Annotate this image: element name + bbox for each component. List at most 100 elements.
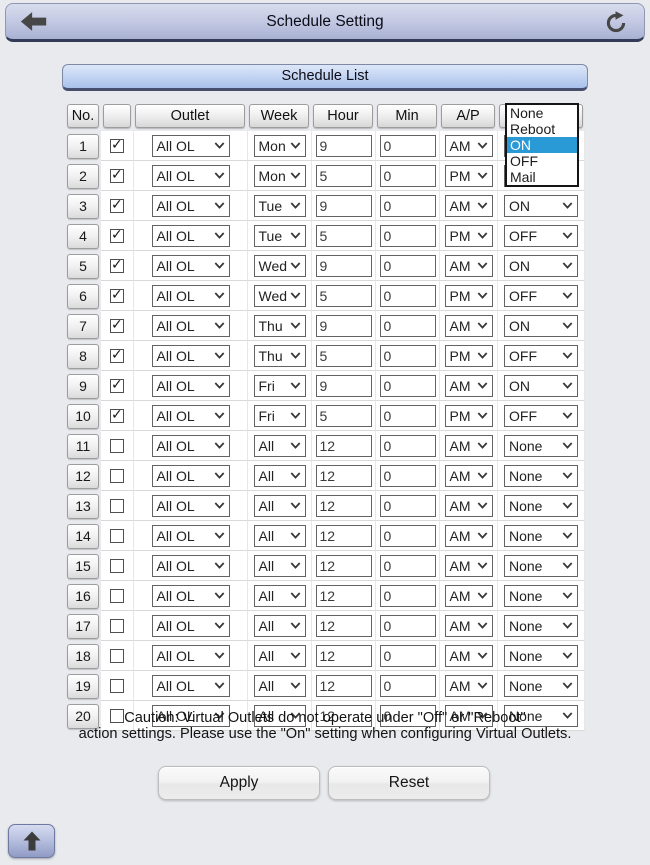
min-input[interactable] — [379, 404, 436, 427]
row-enable-checkbox[interactable]: ✓ — [110, 287, 124, 303]
ampm-select[interactable]: AM — [444, 434, 493, 457]
action-select[interactable]: None — [504, 704, 578, 727]
outlet-select[interactable]: All OL — [151, 284, 230, 307]
action-select[interactable]: ON — [504, 194, 578, 217]
action-select[interactable]: ON — [504, 374, 578, 397]
hour-input[interactable] — [315, 134, 372, 157]
row-enable-checkbox[interactable]: ✓ — [110, 678, 124, 693]
outlet-select[interactable]: All OL — [151, 644, 230, 667]
min-input[interactable] — [379, 554, 436, 577]
ampm-select[interactable]: AM — [444, 194, 493, 217]
min-input[interactable] — [379, 284, 436, 307]
outlet-select[interactable]: All OL — [151, 464, 230, 487]
min-input[interactable] — [379, 584, 436, 607]
action-select[interactable]: None — [504, 434, 578, 457]
row-enable-checkbox[interactable]: ✓ — [110, 167, 124, 183]
action-select[interactable]: None — [504, 554, 578, 577]
row-enable-checkbox[interactable]: ✓ — [110, 407, 124, 423]
row-enable-checkbox[interactable]: ✓ — [110, 347, 124, 363]
refresh-button[interactable] — [600, 8, 632, 36]
row-enable-checkbox[interactable]: ✓ — [110, 528, 124, 543]
hour-input[interactable] — [315, 224, 372, 247]
ampm-select[interactable]: AM — [444, 584, 493, 607]
hour-input[interactable] — [315, 524, 372, 547]
row-enable-checkbox[interactable]: ✓ — [110, 468, 124, 483]
dropdown-option[interactable]: OFF — [510, 153, 538, 169]
hour-input[interactable] — [315, 344, 372, 367]
action-select[interactable]: None — [504, 614, 578, 637]
week-select[interactable]: All — [253, 554, 306, 577]
outlet-select[interactable]: All OL — [151, 314, 230, 337]
outlet-select[interactable]: All OL — [151, 374, 230, 397]
min-input[interactable] — [379, 704, 436, 727]
ampm-select[interactable]: AM — [444, 644, 493, 667]
action-select[interactable]: OFF — [504, 344, 578, 367]
outlet-select[interactable]: All OL — [151, 344, 230, 367]
ampm-select[interactable]: AM — [444, 554, 493, 577]
row-enable-checkbox[interactable]: ✓ — [110, 588, 124, 603]
row-enable-checkbox[interactable]: ✓ — [110, 558, 124, 573]
action-select[interactable]: None — [504, 524, 578, 547]
back-button[interactable] — [18, 8, 50, 36]
hour-input[interactable] — [315, 614, 372, 637]
week-select[interactable]: Mon — [253, 134, 306, 157]
row-enable-checkbox[interactable]: ✓ — [110, 438, 124, 453]
row-enable-checkbox[interactable]: ✓ — [110, 377, 124, 393]
action-select[interactable]: ON — [504, 254, 578, 277]
hour-input[interactable] — [315, 404, 372, 427]
min-input[interactable] — [379, 644, 436, 667]
row-enable-checkbox[interactable]: ✓ — [110, 618, 124, 633]
action-select[interactable]: OFF — [504, 404, 578, 427]
row-enable-checkbox[interactable]: ✓ — [110, 648, 124, 663]
week-select[interactable]: All — [253, 644, 306, 667]
week-select[interactable]: Thu — [253, 314, 306, 337]
ampm-select[interactable]: AM — [444, 614, 493, 637]
ampm-select[interactable]: AM — [444, 674, 493, 697]
schedule-list-header[interactable]: Schedule List — [62, 64, 588, 91]
hour-input[interactable] — [315, 554, 372, 577]
row-enable-checkbox[interactable]: ✓ — [110, 197, 124, 213]
min-input[interactable] — [379, 674, 436, 697]
ampm-select[interactable]: AM — [444, 464, 493, 487]
hour-input[interactable] — [315, 254, 372, 277]
ampm-select[interactable]: PM — [444, 344, 493, 367]
week-select[interactable]: All — [253, 614, 306, 637]
outlet-select[interactable]: All OL — [151, 404, 230, 427]
min-input[interactable] — [379, 134, 436, 157]
ampm-select[interactable]: AM — [444, 314, 493, 337]
action-select[interactable]: OFF — [504, 224, 578, 247]
hour-input[interactable] — [315, 164, 372, 187]
week-select[interactable]: Thu — [253, 344, 306, 367]
min-input[interactable] — [379, 194, 436, 217]
week-select[interactable]: Tue — [253, 194, 306, 217]
dropdown-option[interactable]: Mail — [510, 169, 536, 185]
hour-input[interactable] — [315, 434, 372, 457]
action-select[interactable]: None — [504, 494, 578, 517]
ampm-select[interactable]: AM — [444, 374, 493, 397]
ampm-select[interactable]: AM — [444, 494, 493, 517]
week-select[interactable]: All — [253, 464, 306, 487]
action-select[interactable]: None — [504, 644, 578, 667]
outlet-select[interactable]: All OL — [151, 194, 230, 217]
hour-input[interactable] — [315, 464, 372, 487]
outlet-select[interactable]: All OL — [151, 614, 230, 637]
min-input[interactable] — [379, 164, 436, 187]
outlet-select[interactable]: All OL — [151, 494, 230, 517]
outlet-select[interactable]: All OL — [151, 674, 230, 697]
outlet-select[interactable]: All OL — [151, 434, 230, 457]
hour-input[interactable] — [315, 314, 372, 337]
hour-input[interactable] — [315, 374, 372, 397]
outlet-select[interactable]: All OL — [151, 254, 230, 277]
row-enable-checkbox[interactable]: ✓ — [110, 137, 124, 153]
ampm-select[interactable]: AM — [444, 134, 493, 157]
week-select[interactable]: Wed — [253, 284, 306, 307]
week-select[interactable]: All — [253, 584, 306, 607]
outlet-select[interactable]: All OL — [151, 704, 230, 727]
min-input[interactable] — [379, 614, 436, 637]
row-enable-checkbox[interactable]: ✓ — [110, 227, 124, 243]
action-select[interactable]: ON — [504, 314, 578, 337]
outlet-select[interactable]: All OL — [151, 584, 230, 607]
row-enable-checkbox[interactable]: ✓ — [110, 257, 124, 273]
apply-button[interactable]: Apply — [158, 766, 320, 800]
action-select[interactable]: None — [504, 674, 578, 697]
